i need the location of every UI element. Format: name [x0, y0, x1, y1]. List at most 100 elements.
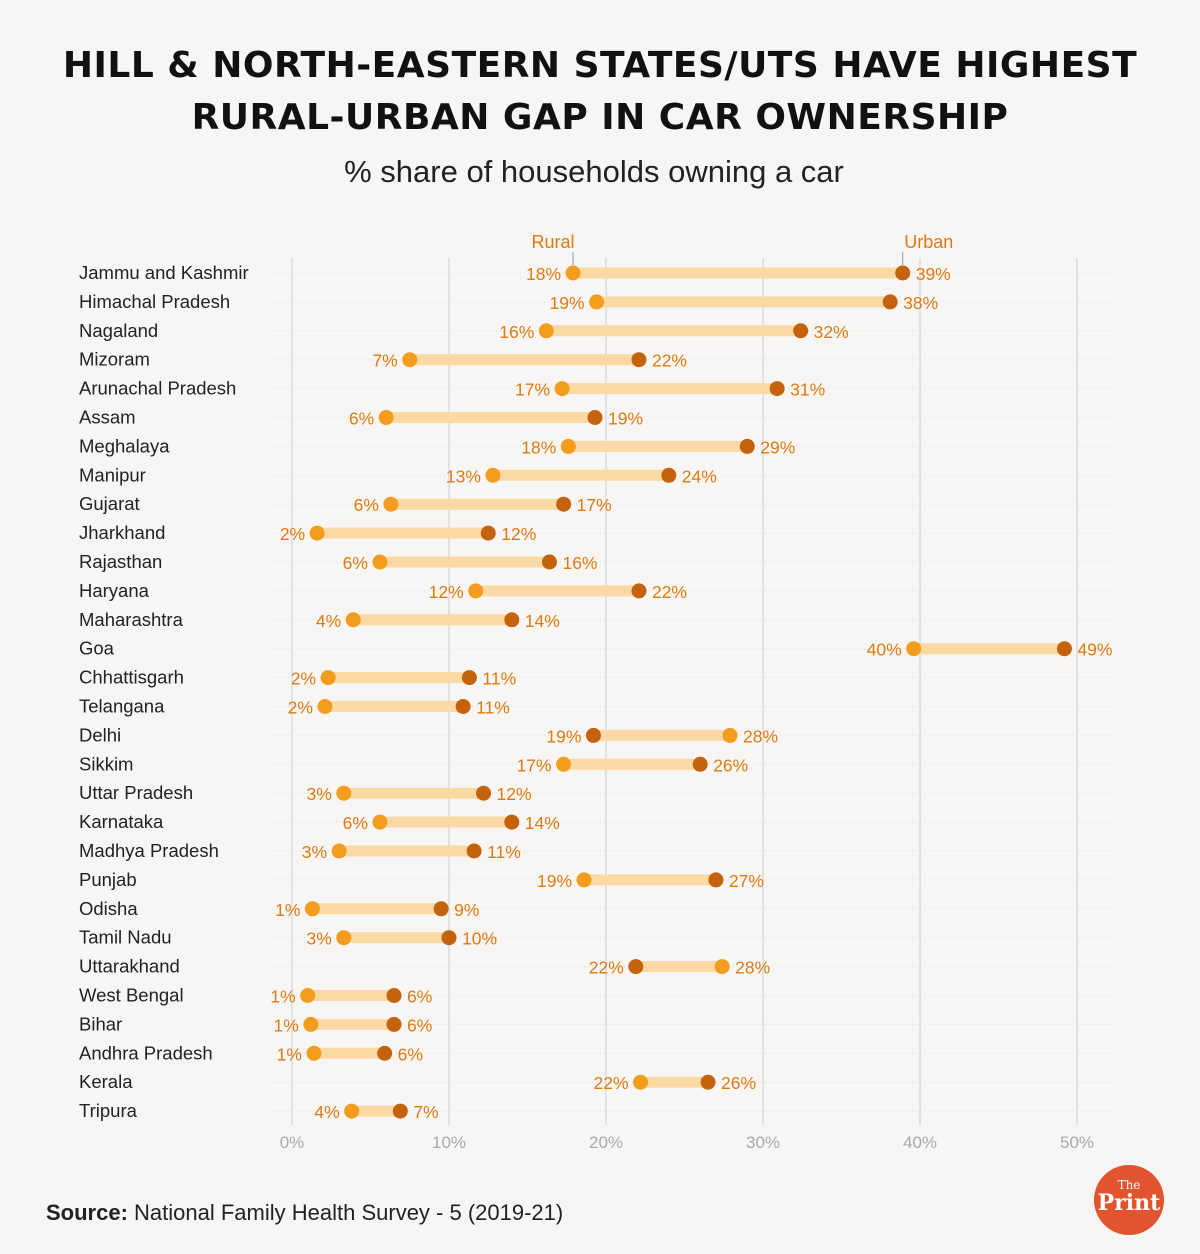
- urban-point: [661, 467, 677, 483]
- chart-title: HILL & NORTH-EASTERN STATES/UTS HAVE HIG…: [0, 40, 1200, 144]
- rural-point: [554, 381, 570, 397]
- data-label: 3%: [307, 784, 332, 804]
- category-label: Rajasthan: [79, 551, 162, 572]
- data-label: 1%: [274, 1015, 299, 1035]
- data-label: 6%: [407, 1015, 432, 1035]
- rural-point: [317, 699, 333, 714]
- category-label: Delhi: [79, 724, 121, 745]
- urban-point: [692, 756, 708, 772]
- data-label: 49%: [1077, 640, 1112, 660]
- data-label: 14%: [525, 813, 560, 833]
- category-label: Uttarakhand: [79, 956, 180, 977]
- category-label: Tamil Nadu: [79, 927, 172, 948]
- data-label: 1%: [277, 1044, 302, 1064]
- data-label: 11%: [482, 669, 516, 689]
- data-label: 16%: [499, 322, 534, 342]
- rural-point: [372, 554, 388, 570]
- data-label: 2%: [291, 669, 316, 689]
- category-label: Meghalaya: [79, 435, 170, 456]
- data-label: 24%: [682, 466, 717, 486]
- urban-point: [895, 265, 911, 281]
- data-label: 17%: [515, 380, 550, 400]
- rural-point: [304, 901, 320, 917]
- data-label: 6%: [354, 495, 379, 515]
- rural-point: [556, 756, 572, 772]
- data-label: 27%: [729, 871, 764, 891]
- data-label: 26%: [713, 755, 748, 775]
- data-label: 3%: [307, 929, 332, 949]
- data-label: 11%: [476, 698, 510, 718]
- category-label: Odisha: [79, 898, 138, 919]
- urban-point: [793, 323, 809, 339]
- data-label: 22%: [652, 351, 687, 371]
- data-label: 18%: [526, 264, 561, 284]
- data-label: 18%: [521, 437, 556, 457]
- data-label: 6%: [398, 1044, 423, 1064]
- rural-point: [402, 352, 418, 368]
- chart-subtitle: % share of households owning a car: [344, 154, 844, 189]
- data-label: 6%: [349, 409, 374, 429]
- rural-point: [589, 294, 605, 310]
- urban-point: [708, 872, 724, 888]
- category-label: Gujarat: [79, 493, 140, 514]
- urban-point: [631, 583, 647, 599]
- data-label: 22%: [594, 1073, 629, 1093]
- data-label: 2%: [280, 524, 305, 544]
- data-label: 19%: [550, 293, 585, 313]
- data-label: 6%: [343, 553, 368, 573]
- urban-point: [504, 814, 520, 830]
- data-label: 1%: [275, 900, 300, 920]
- category-label: Sikkim: [79, 753, 133, 774]
- x-tick-label: 40%: [903, 1133, 937, 1152]
- data-label: 12%: [429, 582, 464, 602]
- rural-point: [468, 583, 484, 599]
- x-tick-label: 10%: [432, 1133, 466, 1152]
- x-tick-label: 20%: [589, 1133, 623, 1152]
- rural-point: [306, 1045, 322, 1061]
- data-label: 22%: [652, 582, 687, 602]
- urban-point: [882, 294, 898, 310]
- data-label: 7%: [372, 351, 397, 371]
- data-label: 17%: [517, 755, 552, 775]
- data-label: 19%: [546, 726, 581, 746]
- data-label: 28%: [735, 958, 770, 978]
- data-label: 6%: [407, 987, 432, 1007]
- rural-point: [565, 265, 581, 281]
- rural-point: [633, 1074, 649, 1090]
- rural-point: [336, 785, 352, 801]
- rural-point: [303, 1016, 319, 1032]
- category-label: Maharashtra: [79, 609, 184, 630]
- category-label: Arunachal Pradesh: [79, 378, 236, 399]
- data-label: 3%: [302, 842, 327, 862]
- rural-point: [345, 612, 361, 628]
- urban-point: [541, 554, 557, 570]
- data-label: 1%: [270, 987, 295, 1007]
- urban-point: [392, 1103, 408, 1119]
- category-label: Chhattisgarh: [79, 667, 184, 688]
- category-label: Bihar: [79, 1013, 122, 1034]
- category-label: Punjab: [79, 869, 137, 890]
- category-label: Himachal Pradesh: [79, 291, 230, 312]
- rural-point: [576, 872, 592, 888]
- urban-point: [631, 352, 647, 368]
- data-label: 10%: [462, 929, 497, 949]
- category-label: Kerala: [79, 1071, 133, 1092]
- legend-rural: Rural: [532, 232, 575, 252]
- urban-point: [466, 843, 482, 859]
- data-label: 9%: [454, 900, 479, 920]
- data-label: 16%: [562, 553, 597, 573]
- data-label: 13%: [446, 466, 481, 486]
- data-label: 31%: [790, 380, 825, 400]
- urban-point: [585, 727, 601, 743]
- data-label: 29%: [760, 437, 795, 457]
- urban-point: [769, 381, 785, 397]
- category-label: Uttar Pradesh: [79, 782, 193, 803]
- rural-point: [538, 323, 554, 339]
- data-label: 4%: [316, 611, 341, 631]
- category-label: Manipur: [79, 464, 146, 485]
- category-label: Andhra Pradesh: [79, 1042, 213, 1063]
- category-label: Goa: [79, 638, 115, 659]
- data-label: 12%: [497, 784, 532, 804]
- title-line-2: RURAL-URBAN GAP IN CAR OWNERSHIP: [191, 97, 1009, 138]
